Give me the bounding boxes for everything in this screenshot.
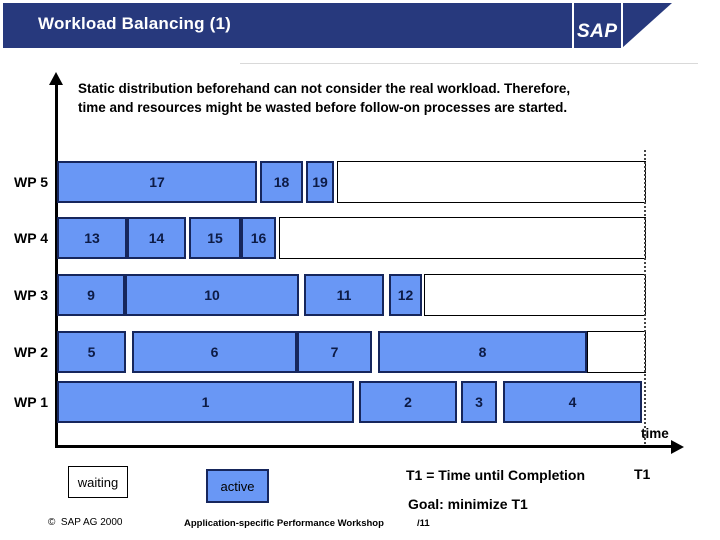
t1-definition: T1 = Time until Completion [406, 467, 586, 483]
chart-segment-active: 19 [306, 161, 334, 203]
chart-segment-active: 17 [57, 161, 257, 203]
chart-segment-active: 10 [125, 274, 299, 316]
footer-copyright: © SAP AG 2000 [48, 517, 123, 528]
legend-waiting-label: waiting [77, 474, 119, 490]
chart-segment-active: 8 [378, 331, 587, 373]
page-title: Workload Balancing (1) [38, 14, 232, 33]
chart-segment-active: 3 [461, 381, 497, 423]
footer-page-number: /11 [417, 518, 430, 529]
chart-segment-active: 13 [57, 217, 127, 259]
t1-mark: T1 [634, 466, 651, 482]
row-label: WP 2 [14, 344, 48, 360]
chart-segment-active: 15 [189, 217, 241, 259]
chart-segment-active: 5 [57, 331, 126, 373]
row-label: WP 1 [14, 394, 48, 410]
chart-segment-active: 4 [503, 381, 642, 423]
legend-active-label: active [220, 478, 255, 494]
chart-segment-active: 6 [132, 331, 297, 373]
chart-segment-active: 1 [57, 381, 354, 423]
chart-segment-active: 11 [304, 274, 384, 316]
chart-segment-waiting [279, 217, 646, 259]
logo-separator [621, 3, 623, 48]
x-axis [55, 445, 673, 448]
chart-segment-waiting [337, 161, 646, 203]
chart-segment-active: 12 [389, 274, 422, 316]
t1-dotted-line [644, 150, 646, 444]
chart-segment-active: 14 [127, 217, 186, 259]
time-axis-label: time [641, 426, 669, 441]
legend-waiting-box: waiting [68, 466, 128, 498]
chart-segment-active: 18 [260, 161, 303, 203]
logo-separator [572, 3, 574, 48]
legend-active-box: active [206, 469, 269, 503]
chart-segment-active: 9 [57, 274, 125, 316]
titlebar-shadow [240, 63, 698, 64]
x-axis-arrow-icon [671, 440, 684, 454]
chart-segment-active: 7 [297, 331, 372, 373]
row-label: WP 5 [14, 174, 48, 190]
chart-segment-waiting [424, 274, 646, 316]
chart-segment-active: 16 [241, 217, 276, 259]
title-bar [3, 3, 672, 48]
y-axis [55, 84, 58, 448]
y-axis-arrow-icon [49, 72, 63, 85]
sap-logo: SAP [577, 21, 618, 42]
intro-text: Static distribution beforehand can not c… [78, 79, 688, 117]
row-label: WP 3 [14, 287, 48, 303]
goal-text: Goal: minimize T1 [408, 496, 528, 512]
footer-workshop: Application-specific Performance Worksho… [184, 518, 384, 529]
chart-segment-waiting [587, 331, 646, 373]
chart-segment-active: 2 [359, 381, 457, 423]
intro-line-2: time and resources might be wasted befor… [78, 100, 568, 115]
intro-line-1: Static distribution beforehand can not c… [78, 81, 571, 96]
row-label: WP 4 [14, 230, 48, 246]
